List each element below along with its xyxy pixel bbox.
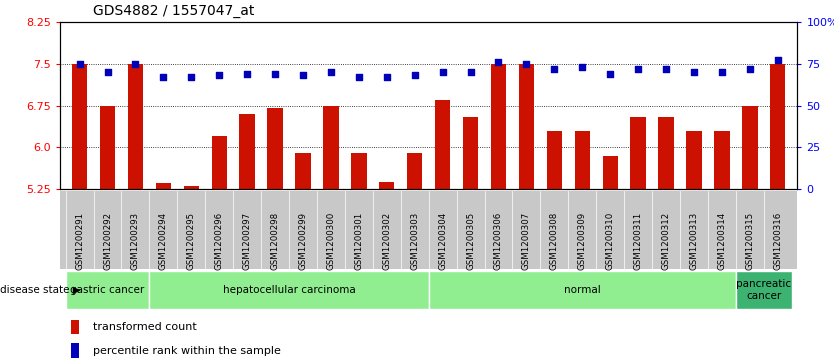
Bar <box>491 64 506 189</box>
Bar <box>71 343 78 358</box>
Point <box>269 71 282 77</box>
Point <box>213 73 226 78</box>
Bar <box>183 186 199 189</box>
Point <box>101 69 114 75</box>
Text: normal: normal <box>564 285 600 295</box>
Point <box>352 74 365 80</box>
Bar <box>770 64 786 189</box>
Bar <box>602 156 618 189</box>
Point <box>464 69 477 75</box>
Bar <box>324 106 339 189</box>
Bar <box>128 64 143 189</box>
Bar <box>156 183 171 189</box>
Bar <box>736 271 791 309</box>
Text: percentile rank within the sample: percentile rank within the sample <box>93 346 281 355</box>
Point <box>575 64 589 70</box>
Bar <box>239 114 255 189</box>
Point <box>73 61 86 67</box>
Bar <box>429 271 736 309</box>
Point <box>492 59 505 65</box>
Bar <box>463 117 478 189</box>
Bar <box>546 131 562 189</box>
Point <box>408 73 421 78</box>
Point <box>520 61 533 67</box>
Point <box>128 61 142 67</box>
Bar <box>519 64 534 189</box>
Text: GDS4882 / 1557047_at: GDS4882 / 1557047_at <box>93 4 254 19</box>
Bar <box>72 64 88 189</box>
Bar <box>714 131 730 189</box>
Bar <box>66 271 149 309</box>
Point <box>380 74 394 80</box>
Point <box>157 74 170 80</box>
Point <box>604 71 617 77</box>
Bar <box>658 117 674 189</box>
Point <box>184 74 198 80</box>
Point <box>548 66 561 72</box>
Bar <box>631 117 646 189</box>
Bar <box>100 106 115 189</box>
Point <box>324 69 338 75</box>
Bar <box>742 106 757 189</box>
Bar <box>435 100 450 189</box>
Text: gastric cancer: gastric cancer <box>70 285 144 295</box>
Point <box>716 69 729 75</box>
Bar <box>575 131 590 189</box>
Bar <box>295 153 311 189</box>
Bar <box>351 153 366 189</box>
Text: pancreatic
cancer: pancreatic cancer <box>736 279 791 301</box>
Text: disease state ▶: disease state ▶ <box>0 285 81 295</box>
Bar <box>149 271 429 309</box>
Point <box>240 71 254 77</box>
Point <box>687 69 701 75</box>
Bar <box>407 153 422 189</box>
Bar <box>379 182 394 189</box>
Bar <box>212 136 227 189</box>
Point <box>771 57 785 63</box>
Bar <box>268 108 283 189</box>
Point <box>631 66 645 72</box>
Text: transformed count: transformed count <box>93 322 197 332</box>
Bar <box>686 131 701 189</box>
Point <box>743 66 756 72</box>
Point <box>436 69 450 75</box>
Text: hepatocellular carcinoma: hepatocellular carcinoma <box>223 285 355 295</box>
Point <box>296 73 309 78</box>
Point <box>660 66 673 72</box>
Bar <box>71 320 78 334</box>
